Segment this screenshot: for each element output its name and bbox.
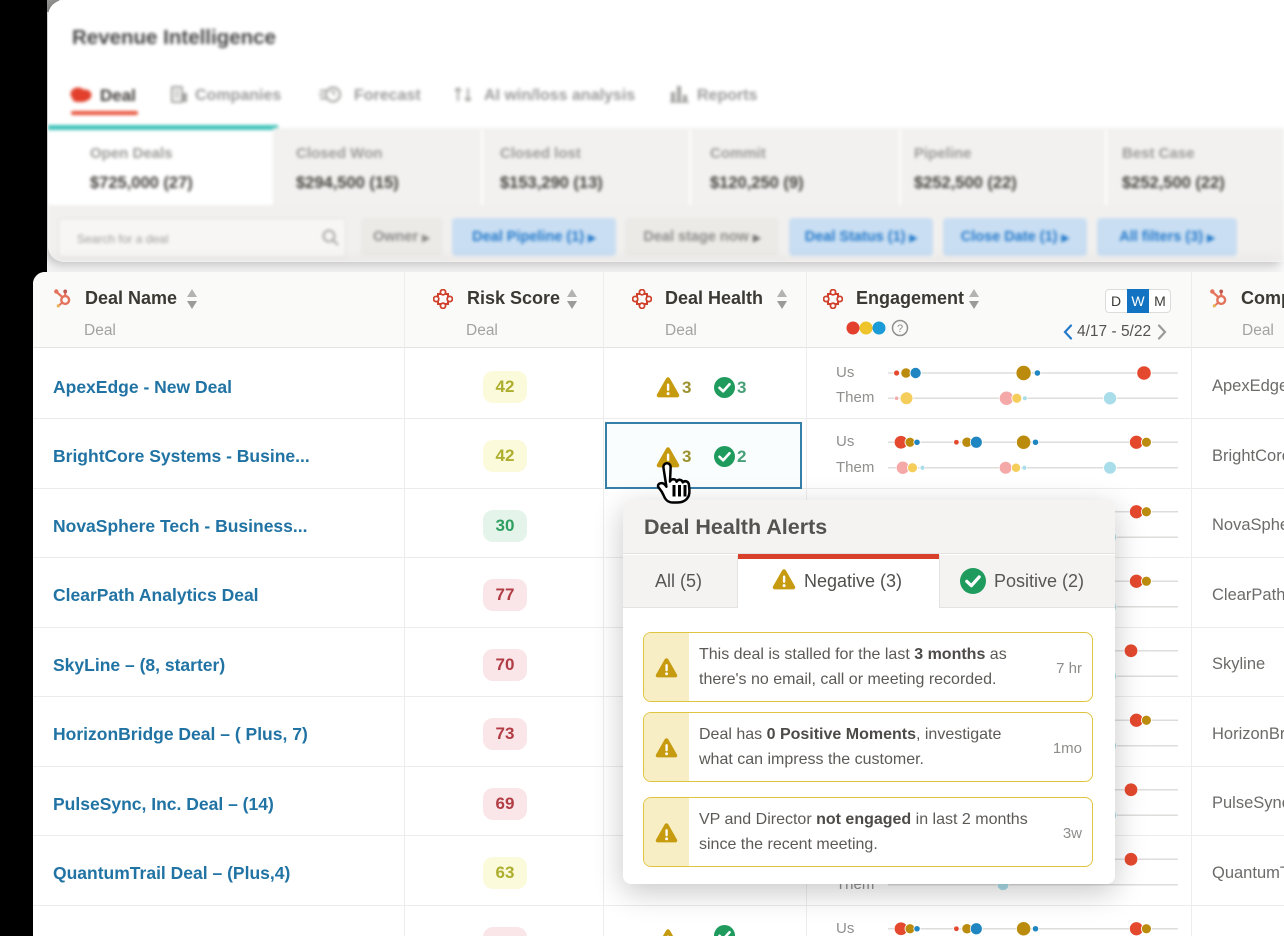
svg-text:?: ? <box>897 323 903 335</box>
